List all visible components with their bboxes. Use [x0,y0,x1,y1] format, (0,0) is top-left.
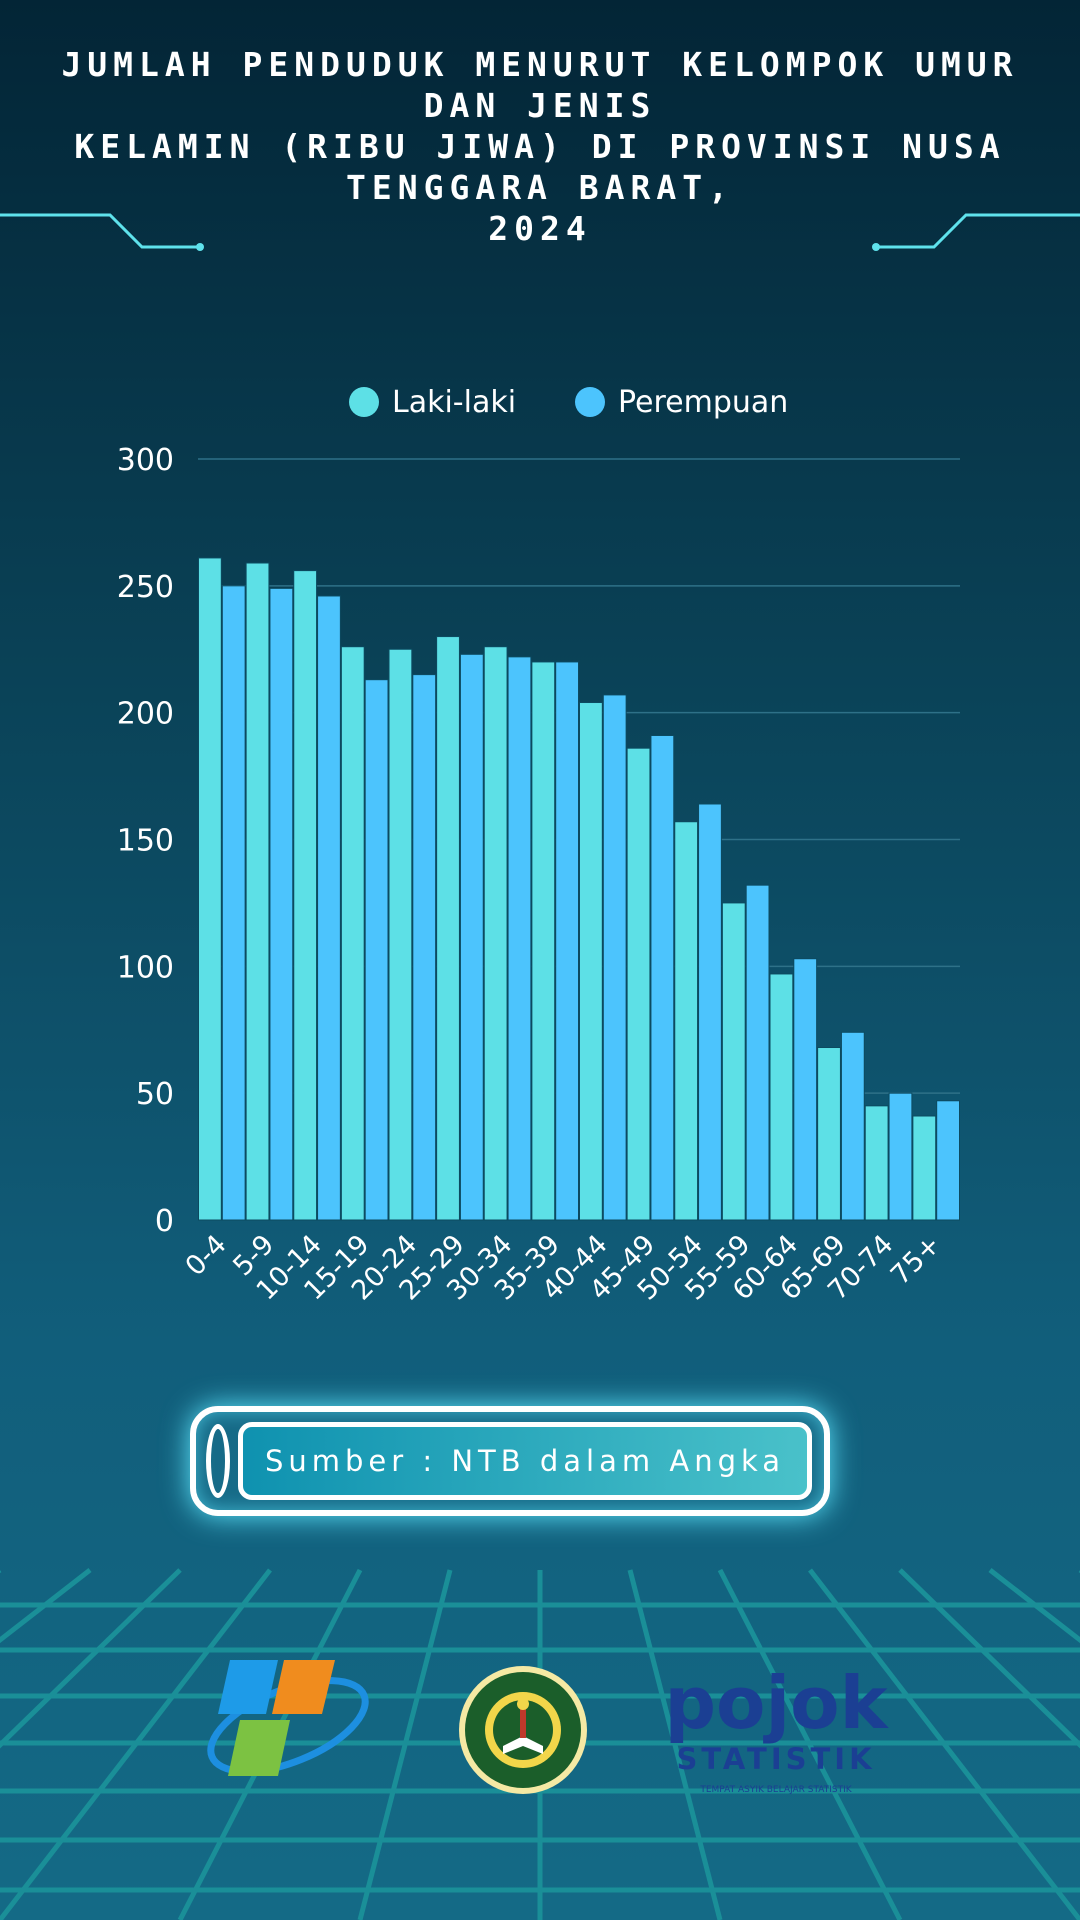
bar-perempuan-60-64 [793,958,818,1221]
left-deco-dot [196,243,204,251]
grid-vertical-13 [808,1568,1080,1920]
bar-perempuan-45-49 [650,734,675,1221]
title-decoration [0,213,1080,251]
grid-vertical-12 [717,1568,903,1920]
source-box-inner: Sumber : NTB dalam Angka [238,1422,812,1500]
bar-laki-25-29 [436,636,460,1221]
pojok-statistik-logo: pojok STATISTIK TEMPAT ASYIK BELAJAR STA… [664,1661,889,1795]
bar-laki-55-59 [721,902,746,1221]
grid-vertical-15 [988,1568,1080,1644]
bar-perempuan-65-69 [840,1031,865,1221]
bps-orange-shape [272,1660,335,1714]
title-line-1: JUMLAH PENDUDUK MENURUT KELOMPOK UMUR [61,45,1019,84]
grid-vertical-6 [0,1568,182,1749]
source-box: Sumber : NTB dalam Angka [190,1406,830,1516]
pojok-word: pojok [664,1661,889,1745]
bar-laki-10-14 [293,570,318,1221]
left-deco-line [0,213,200,249]
y-tick-150: 150 [117,824,174,859]
bar-laki-75+ [912,1115,937,1221]
bar-laki-40-44 [579,702,603,1221]
bar-chart: Laki-laki Perempuan0501001502002503000-45… [117,385,960,1306]
title-line-4: TENGGARA BARAT, [345,168,734,207]
bar-perempuan-40-44 [602,694,627,1221]
grid-vertical-7 [0,1568,272,1920]
x-tick-0-4: 0-4 [180,1229,233,1282]
right-deco-line [876,213,1080,249]
bar-perempuan-55-59 [745,884,770,1221]
bar-laki-50-54 [674,821,699,1221]
bps-blue-shape [218,1660,278,1714]
bar-perempuan-10-14 [317,595,341,1221]
grid-vertical-14 [898,1568,1080,1749]
grid-vertical-11 [627,1569,723,1920]
title-line-3: KELAMIN (RIBU JIWA) DI PROVINSI NUSA [74,127,1006,166]
bar-laki-35-39 [531,661,556,1221]
bar-perempuan-5-9 [269,587,294,1221]
bar-perempuan-20-24 [412,674,437,1221]
y-tick-100: 100 [117,950,174,985]
bar-perempuan-50-54 [698,803,722,1221]
legend-label-2: Perempuan [618,385,788,420]
floor-grid [0,1568,1080,1920]
title-line-5: 2024 [488,209,592,248]
bar-laki-65-69 [817,1047,841,1221]
right-deco-dot [872,243,880,251]
legend-marker-1 [349,387,379,417]
y-tick-50: 50 [136,1077,174,1112]
bar-perempuan-75+ [936,1100,960,1221]
source-box-cap [206,1424,230,1498]
title-line-2: DAN JENIS [423,86,657,125]
bar-perempuan-35-39 [555,661,579,1221]
bar-laki-30-34 [483,646,508,1221]
bps-logo [207,1660,369,1776]
legend-marker-2 [575,387,605,417]
y-tick-200: 200 [117,697,174,732]
bar-perempuan-25-29 [459,653,484,1221]
grid-vertical-5 [0,1568,92,1644]
bar-perempuan-70-74 [888,1092,913,1221]
bar-perempuan-15-19 [364,679,389,1221]
pojok-subtitle: STATISTIK [676,1742,875,1776]
bar-laki-20-24 [388,648,413,1221]
legend-label-1: Laki-laki [392,385,516,420]
bar-perempuan-30-34 [507,656,532,1221]
x-tick-75+: 75+ [885,1229,947,1291]
bar-laki-0-4 [198,557,222,1221]
y-tick-300: 300 [117,443,174,478]
bar-perempuan-0-4 [221,585,246,1221]
grid-vertical-9 [357,1569,453,1920]
y-tick-250: 250 [117,570,174,605]
bar-laki-45-49 [626,747,651,1221]
bar-laki-60-64 [769,973,794,1221]
bar-laki-15-19 [340,646,365,1221]
pojok-tagline: TEMPAT ASYIK BELAJAR STATISTIK [699,1785,852,1795]
bar-laki-5-9 [245,562,270,1221]
chart-title: JUMLAH PENDUDUK MENURUT KELOMPOK UMUR DA… [30,44,1050,249]
university-logo [459,1666,587,1794]
bps-green-shape [228,1720,290,1776]
bar-laki-70-74 [864,1105,889,1221]
y-tick-0: 0 [155,1204,174,1239]
source-text: Sumber : NTB dalam Angka [264,1444,786,1478]
